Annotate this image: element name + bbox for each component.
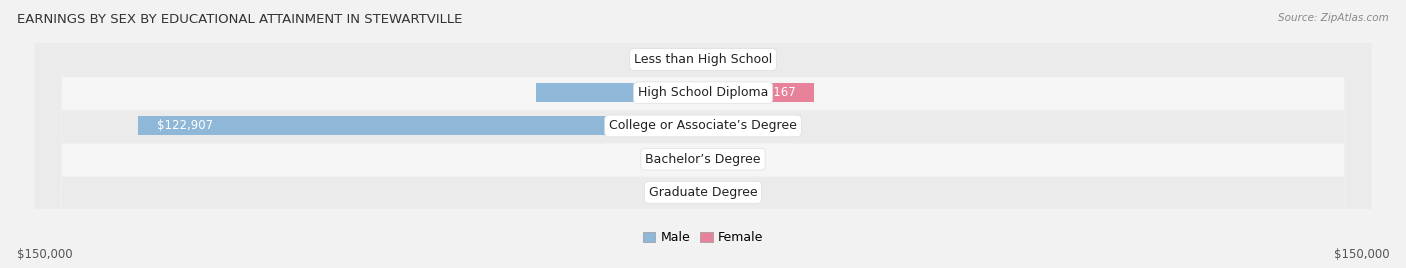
Text: High School Diploma: High School Diploma xyxy=(638,86,768,99)
Text: $0: $0 xyxy=(721,186,737,199)
Text: Graduate Degree: Graduate Degree xyxy=(648,186,758,199)
Bar xyxy=(536,83,703,102)
Text: $36,395: $36,395 xyxy=(637,86,685,99)
Text: $122,907: $122,907 xyxy=(157,120,212,132)
Bar xyxy=(648,150,703,169)
FancyBboxPatch shape xyxy=(35,0,1371,268)
Bar xyxy=(703,83,814,102)
FancyBboxPatch shape xyxy=(35,0,1371,268)
Text: $24,167: $24,167 xyxy=(747,86,796,99)
Text: Source: ZipAtlas.com: Source: ZipAtlas.com xyxy=(1278,13,1389,23)
Text: $0: $0 xyxy=(721,120,737,132)
Bar xyxy=(703,183,758,202)
Text: Less than High School: Less than High School xyxy=(634,53,772,66)
Text: $150,000: $150,000 xyxy=(17,248,73,261)
Text: EARNINGS BY SEX BY EDUCATIONAL ATTAINMENT IN STEWARTVILLE: EARNINGS BY SEX BY EDUCATIONAL ATTAINMEN… xyxy=(17,13,463,27)
Text: Bachelor’s Degree: Bachelor’s Degree xyxy=(645,153,761,166)
Text: $0: $0 xyxy=(721,53,737,66)
Text: $0: $0 xyxy=(669,53,685,66)
Text: $0: $0 xyxy=(721,153,737,166)
FancyBboxPatch shape xyxy=(35,0,1371,268)
Text: $0: $0 xyxy=(669,153,685,166)
Bar xyxy=(139,117,703,135)
Bar xyxy=(648,183,703,202)
Bar xyxy=(703,50,758,69)
FancyBboxPatch shape xyxy=(35,0,1371,268)
Text: $150,000: $150,000 xyxy=(1333,248,1389,261)
Text: $0: $0 xyxy=(669,186,685,199)
Bar xyxy=(703,117,758,135)
Legend: Male, Female: Male, Female xyxy=(638,226,768,249)
Bar xyxy=(703,150,758,169)
FancyBboxPatch shape xyxy=(35,0,1371,268)
Bar xyxy=(648,50,703,69)
Text: College or Associate’s Degree: College or Associate’s Degree xyxy=(609,120,797,132)
